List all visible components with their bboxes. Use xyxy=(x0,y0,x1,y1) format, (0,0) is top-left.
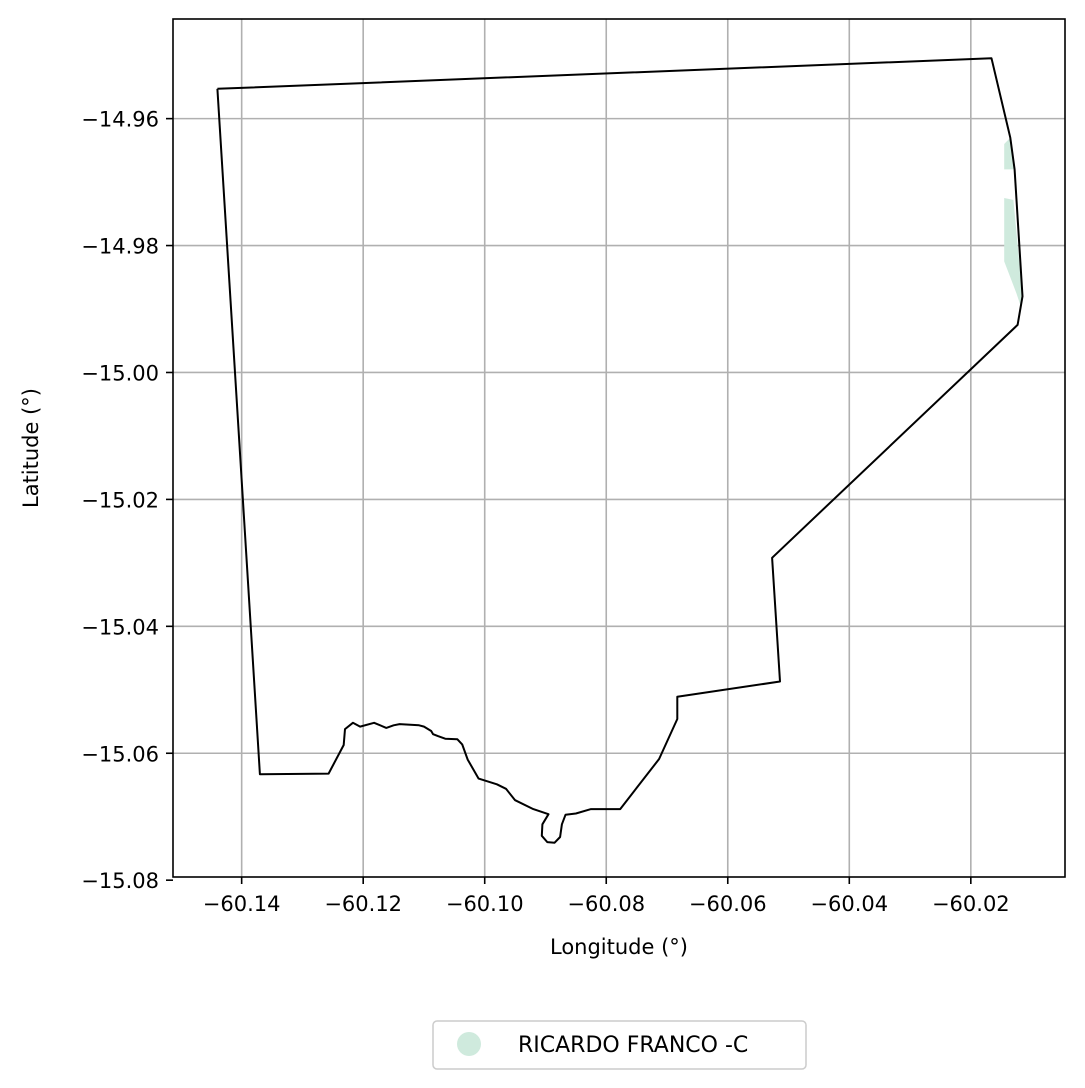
x-axis-ticks: −60.14 −60.12 −60.10 −60.08 −60.06 −60.04 −60.… xyxy=(203,877,1010,916)
x-tick-label: −60.02 xyxy=(932,892,1010,916)
y-tick-label: −14.98 xyxy=(81,235,159,259)
x-tick-label: −60.14 xyxy=(203,892,281,916)
x-tick-label: −60.12 xyxy=(324,892,402,916)
plot-frame xyxy=(172,18,1066,878)
legend-label: RICARDO FRANCO -C xyxy=(518,1033,748,1058)
x-tick-label: −60.06 xyxy=(689,892,767,916)
boundary-outline xyxy=(216,57,1024,844)
y-tick-label: −14.96 xyxy=(81,108,159,132)
boundary-line xyxy=(216,57,1024,844)
y-axis-ticks: −14.96 −14.98 −15.00 −15.02 −15.04 −15.06 −15.… xyxy=(81,108,173,893)
region-fills xyxy=(1004,137,1023,306)
region-polygon xyxy=(1004,137,1015,170)
x-axis-title: Longitude (°) xyxy=(550,935,688,959)
x-tick-label: −60.08 xyxy=(567,892,645,916)
plot-area-background xyxy=(173,19,1065,877)
gridlines xyxy=(173,19,1065,877)
y-tick-label: −15.02 xyxy=(81,488,159,512)
region-polygon xyxy=(1004,198,1023,306)
y-tick-label: −15.00 xyxy=(81,361,159,385)
x-tick-label: −60.10 xyxy=(446,892,524,916)
x-tick-label: −60.04 xyxy=(810,892,888,916)
y-tick-label: −15.06 xyxy=(81,742,159,766)
y-tick-label: −15.08 xyxy=(81,869,159,893)
legend-frame xyxy=(432,1020,807,1070)
legend-marker-icon xyxy=(457,1032,481,1056)
y-axis-title: Latitude (°) xyxy=(19,388,43,508)
y-tick-label: −15.04 xyxy=(81,615,159,639)
legend: RICARDO FRANCO -C xyxy=(432,1020,807,1070)
